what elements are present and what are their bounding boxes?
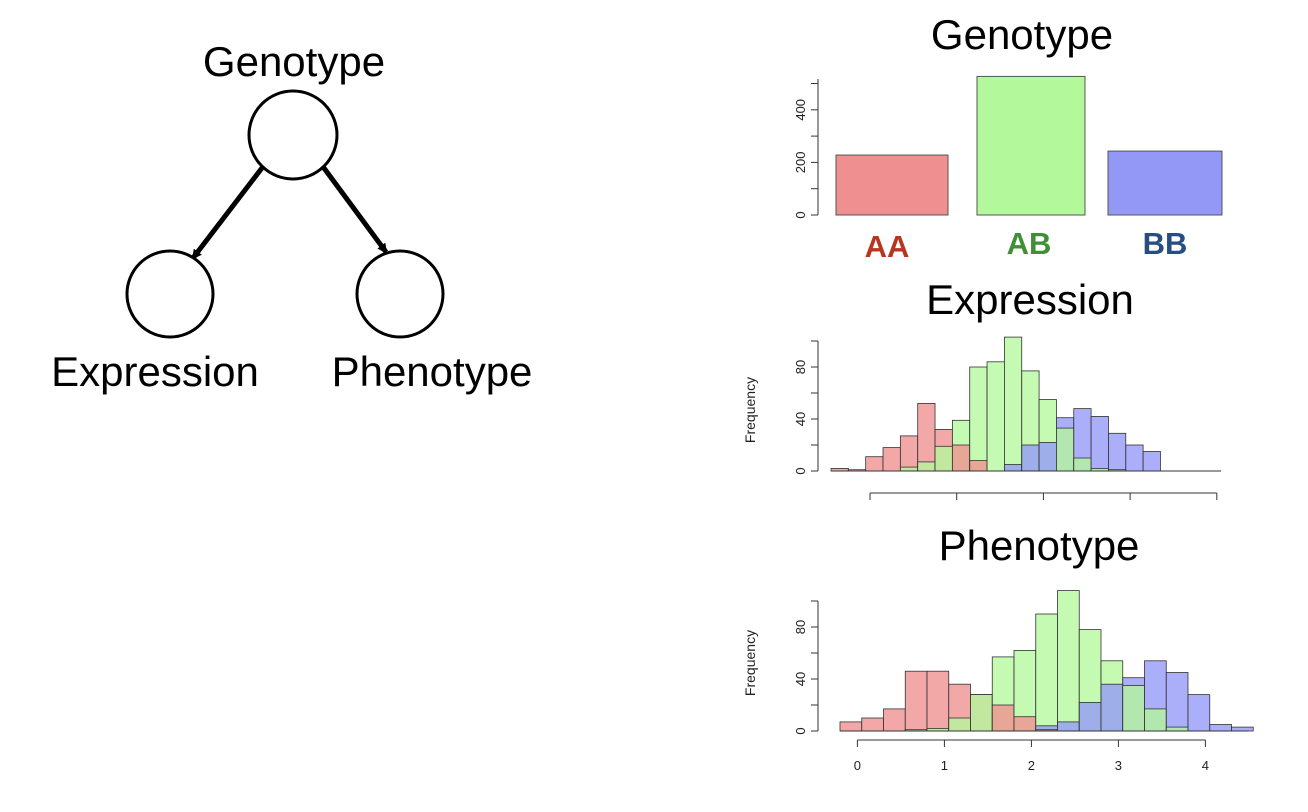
x-tick-label: 0	[854, 758, 861, 773]
x-tick-label: 1	[941, 758, 948, 773]
histogram-bar-bb	[1231, 726, 1254, 732]
edge-genotype-expression	[191, 162, 267, 260]
histogram-bar-aa	[917, 402, 936, 472]
category-label-aa: AA	[865, 229, 910, 264]
histogram-bar-ab	[1073, 457, 1092, 472]
histogram-bar-ab	[1144, 708, 1167, 732]
bar-bb	[1107, 150, 1223, 216]
expression-histogram: Expression Frequency 0 40 80	[742, 276, 1222, 500]
histogram-bar-ab	[969, 366, 988, 472]
bar-ab	[976, 75, 1086, 216]
category-label-bb: BB	[1143, 226, 1188, 261]
histogram-bar-aa	[899, 435, 919, 472]
histogram-bar-ab	[899, 466, 919, 472]
histogram-bar-ab	[934, 445, 953, 472]
histogram-bar-aa	[865, 456, 884, 472]
histogram-bar-bb	[1142, 451, 1161, 472]
node-expression	[125, 249, 215, 339]
histogram-bar-aa	[861, 717, 884, 732]
histogram-bar-ab	[970, 694, 993, 732]
histogram-bar-bb	[1038, 441, 1057, 472]
chart-title: Phenotype	[939, 522, 1140, 569]
histogram-bar-ab	[1004, 336, 1023, 472]
histogram-bar-aa	[882, 447, 901, 472]
chart-title: Genotype	[931, 11, 1113, 58]
histogram-bar-bb	[1209, 724, 1232, 732]
node-genotype	[247, 89, 339, 181]
node-label-genotype: Genotype	[203, 38, 385, 85]
genotype-bar-chart: Genotype AA AB BB 0 200 400	[793, 11, 1223, 264]
histogram-bar-bb	[1108, 432, 1127, 472]
y-tick-label: 400	[793, 99, 808, 121]
histogram-bar-ab	[1057, 590, 1080, 732]
category-label-ab: AB	[1007, 226, 1052, 261]
histogram-bar-ab	[917, 461, 936, 472]
chart-title: Expression	[926, 276, 1134, 323]
y-axis-label: Frequency	[742, 630, 758, 696]
histogram-bar-bb	[1078, 702, 1102, 732]
y-tick-label: 40	[793, 672, 808, 686]
y-axis-label: Frequency	[742, 377, 758, 443]
histogram-bar-bb	[1021, 444, 1040, 472]
y-tick-label: 0	[793, 211, 808, 218]
histogram-bar-aa	[991, 704, 1015, 732]
x-tick-label: 4	[1202, 758, 1209, 773]
histogram-bar-aa	[839, 721, 863, 732]
histogram-bar-aa	[969, 460, 988, 472]
histogram-bar-ab	[1056, 427, 1075, 472]
y-tick-label: 80	[793, 360, 808, 374]
node-phenotype	[355, 249, 445, 339]
histogram-bar-bb	[1004, 464, 1023, 472]
node-label-expression: Expression	[51, 348, 259, 395]
y-tick-label: 200	[793, 152, 808, 174]
histogram-bar-ab	[1035, 613, 1058, 732]
histogram-bar-bb	[1165, 672, 1189, 732]
histogram-bar-ab	[986, 361, 1005, 472]
histogram-bar-ab	[948, 717, 971, 732]
histogram-bar-ab	[1122, 685, 1145, 732]
histogram-bar-bb	[1057, 721, 1080, 732]
edge-genotype-phenotype	[318, 162, 389, 254]
histogram-bar-aa	[1013, 716, 1037, 732]
x-tick-label: 3	[1115, 758, 1122, 773]
phenotype-histogram: Phenotype Frequency 0 40 80 0 1 2 3 4	[742, 522, 1254, 773]
histogram-bar-aa	[926, 670, 950, 732]
histogram-bar-aa	[951, 444, 971, 472]
bar-aa	[835, 154, 949, 216]
histogram-bar-bb	[1090, 415, 1109, 472]
histogram-bar-bb	[1187, 694, 1211, 732]
y-tick-label: 0	[793, 727, 808, 734]
y-tick-label: 80	[793, 620, 808, 634]
x-tick-label: 2	[1028, 758, 1035, 773]
y-tick-label: 0	[793, 467, 808, 474]
histogram-bar-bb	[1100, 683, 1124, 732]
histogram-bar-ab	[1165, 726, 1189, 732]
node-label-phenotype: Phenotype	[332, 348, 533, 395]
y-tick-label: 40	[793, 412, 808, 426]
causal-diagram: Genotype Expression Phenotype	[51, 38, 532, 395]
histogram-bar-bb	[1125, 444, 1144, 472]
histogram-bar-aa	[883, 708, 906, 732]
histogram-bar-aa	[904, 670, 928, 732]
